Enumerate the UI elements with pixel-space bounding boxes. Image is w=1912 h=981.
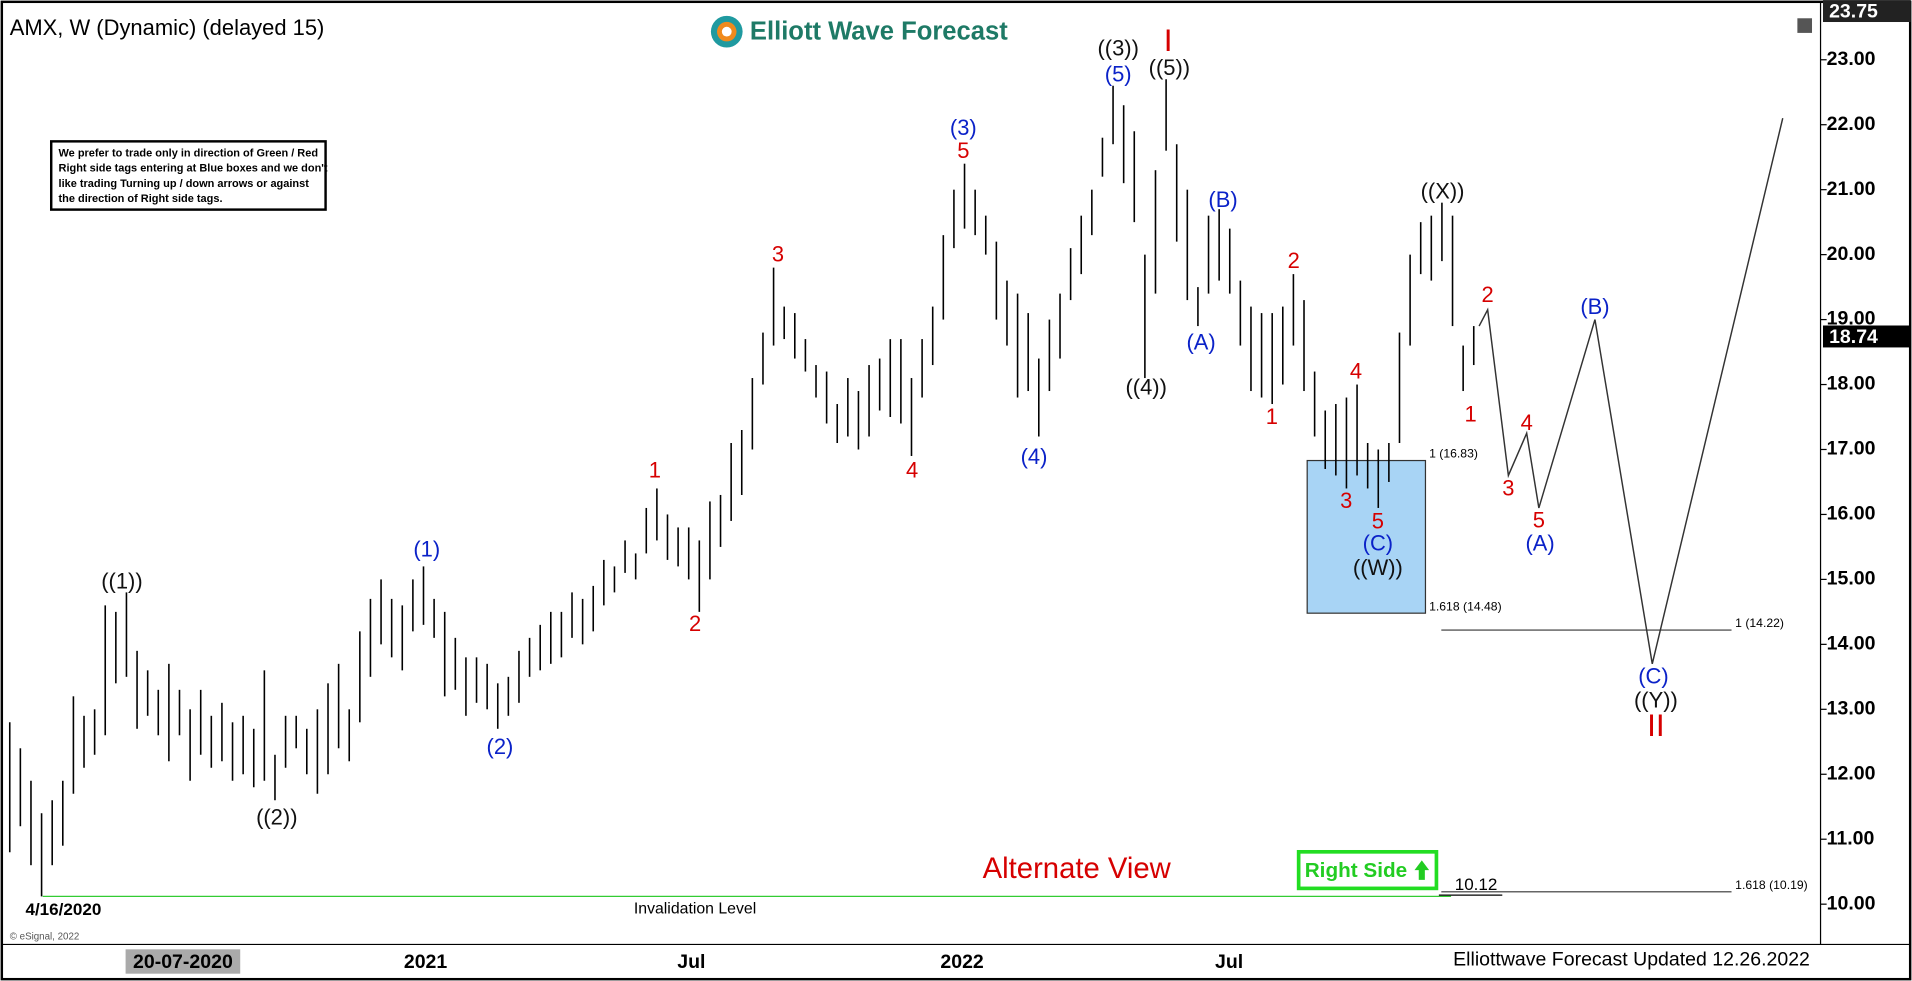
wave-label: 2	[1482, 282, 1494, 307]
x-tick-label: Jul	[1215, 951, 1243, 973]
wave-label: ((X))	[1421, 178, 1465, 203]
wave-label: 2	[1288, 248, 1300, 273]
wave-label: 4	[906, 457, 918, 482]
x-tick-label: 2021	[404, 951, 448, 973]
y-tick-label: 16.00	[1827, 503, 1876, 525]
window-icon	[1797, 18, 1813, 33]
y-tick-label: 14.00	[1827, 633, 1876, 655]
blue-box-low-label: 1.618 (14.48)	[1429, 599, 1502, 613]
brand-logo: Elliott Wave Forecast	[710, 15, 1008, 48]
right-side-text: Right Side	[1305, 859, 1407, 882]
note-line: We prefer to trade only in direction of …	[59, 147, 319, 159]
wave-label: (1)	[413, 537, 440, 562]
price-tag-label: 18.74	[1829, 326, 1878, 348]
x-tick-label: Jul	[677, 951, 705, 973]
wave-label: ((Y))	[1634, 688, 1678, 713]
wave-label: (5)	[1105, 61, 1132, 86]
x-tick-label: 2022	[940, 951, 984, 973]
y-tick-label: 11.00	[1827, 827, 1875, 849]
price-tag	[1822, 325, 1911, 348]
wave-label: 5	[957, 138, 969, 163]
wave-label: II	[1647, 707, 1665, 743]
x-tick-label: 20-07-2020	[133, 951, 233, 973]
wave-label: ((5))	[1149, 55, 1190, 80]
note-text: We prefer to trade only in direction of …	[59, 147, 328, 205]
note-line: Right side tags entering at Blue boxes a…	[59, 163, 328, 175]
projection-path	[1478, 118, 1784, 665]
logo-center	[721, 26, 732, 37]
price-tag-label: 23.75	[1829, 0, 1878, 22]
wave-label: 3	[1340, 488, 1352, 513]
wave-label: 3	[772, 242, 784, 267]
y-tick-label: 12.00	[1827, 762, 1876, 784]
blue-box	[1306, 459, 1427, 614]
footer: Elliottwave Forecast Updated 12.26.2022	[1453, 948, 1810, 970]
wave-label: ((W))	[1353, 555, 1403, 580]
wave-label: ((3))	[1097, 36, 1138, 61]
brand-name: Elliott Wave Forecast	[750, 18, 1008, 46]
y-tick-label: 17.00	[1827, 438, 1876, 460]
wave-label: 4	[1521, 410, 1533, 435]
chart-title: AMX, W (Dynamic) (delayed 15)	[10, 15, 325, 40]
y-tick-label: 13.00	[1827, 697, 1876, 719]
wave-label: (B)	[1208, 187, 1237, 212]
x-tick-highlight	[125, 949, 241, 974]
y-tick-label: 19.00	[1827, 308, 1876, 330]
wave-label: 1	[1464, 401, 1476, 426]
note-line: like trading Turning up / down arrows or…	[59, 178, 310, 190]
y-tick-label: 21.00	[1827, 178, 1876, 200]
wave-label: (4)	[1021, 444, 1048, 469]
wave-label: (3)	[950, 115, 977, 140]
invalidation-text: Invalidation Level	[634, 900, 756, 917]
wave-label: (A)	[1525, 531, 1554, 556]
start-date-label: 4/16/2020	[25, 900, 101, 919]
fib-label: 1.618 (10.19)	[1735, 878, 1808, 892]
y-tick-label: 20.00	[1827, 243, 1876, 265]
copyright: © eSignal, 2022	[10, 932, 80, 943]
wave-label: 5	[1372, 509, 1384, 534]
wave-label: 2	[689, 611, 701, 636]
invalidation-value: 10.12	[1455, 875, 1498, 894]
price-tag	[1822, 0, 1911, 23]
wave-label: 1	[1266, 404, 1278, 429]
y-tick-label: 10.00	[1827, 892, 1876, 914]
y-tick-label: 23.00	[1827, 48, 1876, 70]
wave-label: I	[1164, 22, 1173, 58]
wave-label: 4	[1350, 359, 1362, 384]
wave-label: ((4))	[1125, 375, 1166, 400]
note-box	[49, 140, 327, 211]
wave-label: 1	[649, 457, 661, 482]
wave-label: ((2))	[256, 805, 297, 830]
wave-label: ((1))	[101, 568, 142, 593]
right-side-arrow	[1414, 860, 1430, 880]
y-tick-label: 15.00	[1827, 568, 1876, 590]
fib-label: 1 (14.22)	[1735, 616, 1784, 630]
wave-label: 5	[1533, 507, 1545, 532]
alternate-view: Alternate View	[983, 853, 1172, 885]
wave-label: (C)	[1638, 663, 1668, 688]
wave-label: (C)	[1363, 531, 1393, 556]
note-line: the direction of Right side tags.	[59, 193, 223, 205]
right-side-box	[1296, 849, 1439, 891]
y-tick-label: 18.00	[1827, 373, 1876, 395]
wave-label: (2)	[487, 734, 514, 759]
y-tick-label: 22.00	[1827, 113, 1876, 135]
wave-label: (A)	[1186, 329, 1215, 354]
blue-box-high-label: 1 (16.83)	[1429, 447, 1478, 461]
wave-label: (B)	[1580, 294, 1609, 319]
wave-label: 3	[1502, 476, 1514, 501]
